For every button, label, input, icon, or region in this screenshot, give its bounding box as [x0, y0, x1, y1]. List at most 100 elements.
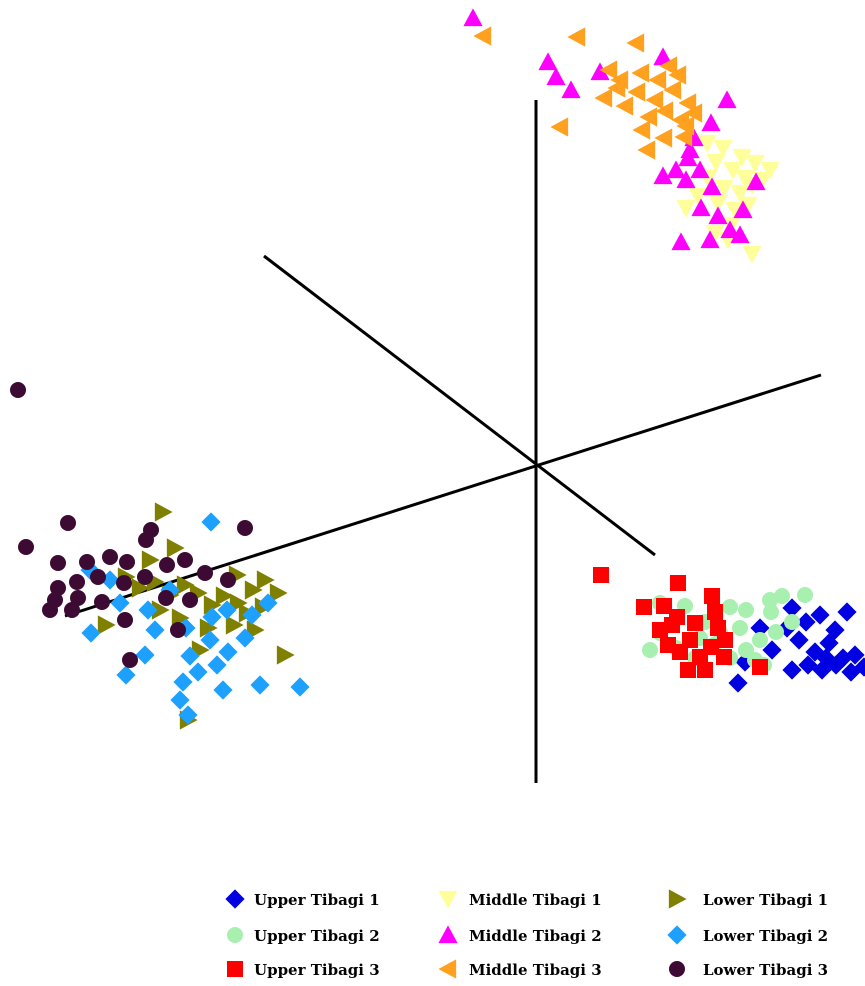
data-point — [159, 557, 175, 573]
data-point — [674, 127, 693, 147]
data-point — [750, 618, 770, 638]
data-point — [714, 179, 734, 198]
data-point — [707, 604, 723, 620]
data-point — [639, 107, 658, 127]
data-point — [138, 600, 158, 620]
series-middle-tibagi-3 — [473, 26, 703, 160]
data-point — [90, 569, 106, 585]
data-point — [723, 161, 743, 180]
data-point — [760, 161, 780, 180]
data-point — [697, 662, 713, 678]
data-point — [244, 580, 263, 600]
data-point — [678, 93, 697, 113]
data-point — [182, 592, 198, 608]
data-point — [796, 612, 816, 632]
legend-marker — [438, 890, 458, 909]
data-point — [250, 675, 270, 695]
data-point — [752, 659, 768, 675]
data-point — [701, 113, 721, 132]
legend-label: Upper Tibagi 3 — [254, 961, 380, 979]
data-point — [202, 607, 222, 627]
legend-item: Middle Tibagi 1 — [438, 890, 602, 909]
data-point — [615, 96, 634, 116]
data-point — [632, 120, 651, 140]
legend-marker — [669, 961, 685, 977]
data-point — [690, 160, 710, 179]
data-point — [716, 649, 732, 665]
data-point — [797, 587, 813, 603]
data-point — [201, 512, 221, 532]
data-point — [80, 560, 100, 580]
data-point — [784, 614, 800, 630]
data-point — [810, 605, 830, 625]
data-point — [668, 65, 687, 85]
data-point — [135, 645, 155, 665]
legend-item: Lower Tibagi 2 — [667, 925, 828, 945]
data-points — [10, 8, 865, 730]
data-point — [684, 103, 703, 123]
data-point — [119, 554, 135, 570]
data-point — [730, 184, 750, 203]
data-point — [237, 520, 253, 536]
data-point — [663, 80, 682, 100]
data-point — [720, 220, 740, 239]
data-point — [631, 63, 650, 83]
data-point — [546, 67, 566, 86]
data-point — [664, 617, 680, 633]
data-point — [141, 550, 160, 570]
data-point — [199, 618, 218, 638]
data-point — [143, 522, 159, 538]
legend-marker — [668, 889, 687, 909]
data-point — [680, 662, 696, 678]
data-point — [116, 575, 132, 591]
data-point — [550, 117, 569, 137]
data-point — [636, 599, 652, 615]
data-point — [700, 230, 720, 249]
data-point — [269, 583, 288, 603]
legend-label: Middle Tibagi 2 — [469, 927, 602, 945]
data-point — [97, 615, 116, 635]
data-point — [70, 590, 86, 606]
legend: Upper Tibagi 1 Upper Tibagi 2 Upper Tibagi… — [225, 889, 828, 979]
data-point — [648, 70, 667, 90]
series-lower-tibagi-2 — [80, 512, 310, 725]
data-point — [215, 586, 234, 606]
data-point — [170, 690, 190, 710]
data-point — [242, 605, 262, 625]
series-upper-tibagi-3 — [593, 567, 768, 678]
data-point — [538, 52, 558, 71]
data-point — [656, 598, 672, 614]
data-point — [688, 187, 708, 206]
data-point — [176, 575, 195, 595]
data-point — [180, 646, 200, 666]
data-point — [117, 612, 133, 628]
data-point — [18, 539, 34, 555]
data-point — [173, 672, 193, 692]
data-point — [653, 47, 673, 66]
data-point — [732, 620, 748, 636]
data-point — [137, 569, 153, 585]
legend-marker — [438, 925, 458, 944]
data-point — [768, 624, 784, 640]
series-middle-tibagi-2 — [463, 8, 766, 251]
data-point — [463, 8, 483, 27]
data-point — [607, 78, 626, 98]
legend-item: Lower Tibagi 3 — [669, 961, 828, 979]
data-point — [256, 570, 275, 590]
data-point — [116, 665, 136, 685]
legend-marker — [227, 961, 243, 977]
data-point — [728, 673, 748, 693]
legend-item: Upper Tibagi 1 — [225, 889, 380, 909]
data-point — [655, 101, 674, 121]
data-point — [706, 153, 726, 172]
legend-label: Middle Tibagi 3 — [469, 961, 602, 979]
data-point — [177, 552, 193, 568]
legend-label: Lower Tibagi 1 — [703, 891, 828, 909]
data-point — [170, 622, 186, 638]
data-point — [235, 628, 255, 648]
data-point — [145, 620, 165, 640]
legend-label: Middle Tibagi 1 — [469, 891, 602, 909]
data-point — [590, 62, 610, 81]
data-point — [676, 199, 696, 218]
data-point — [738, 602, 754, 618]
